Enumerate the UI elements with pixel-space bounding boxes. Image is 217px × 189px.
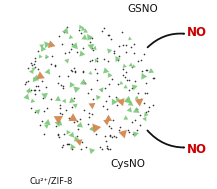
Text: NO: NO xyxy=(187,143,207,156)
FancyArrowPatch shape xyxy=(148,34,184,47)
Text: CysNO: CysNO xyxy=(110,160,145,169)
Text: NO: NO xyxy=(187,26,207,39)
Text: GSNO: GSNO xyxy=(127,5,158,14)
Circle shape xyxy=(18,17,161,161)
FancyArrowPatch shape xyxy=(147,130,184,148)
Text: Cu²⁺/ZIF-8: Cu²⁺/ZIF-8 xyxy=(29,177,72,186)
